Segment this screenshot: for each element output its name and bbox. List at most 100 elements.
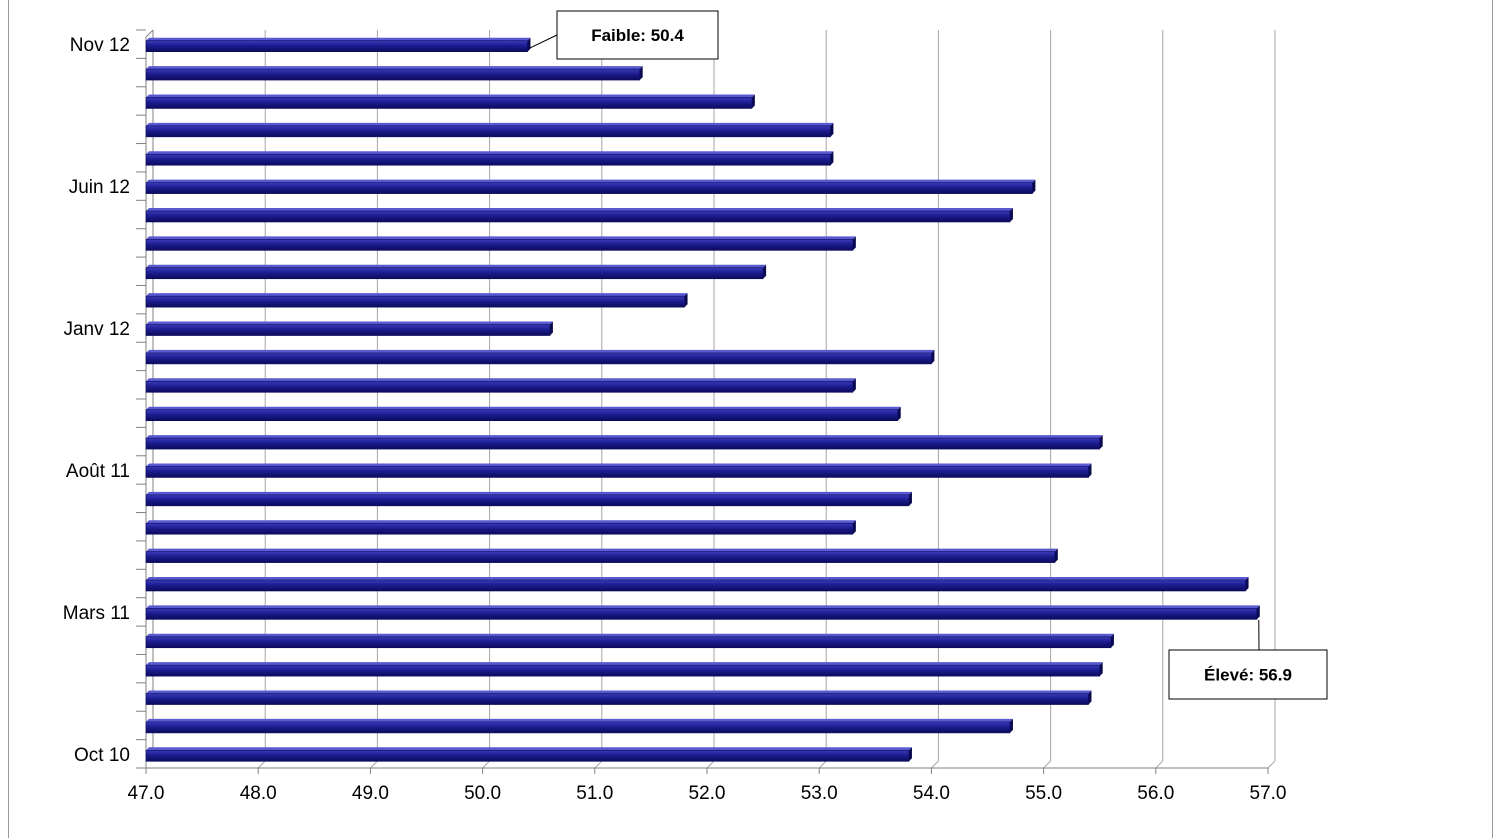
bar <box>145 239 854 251</box>
gridline-floor <box>1043 760 1051 769</box>
bar <box>145 381 854 393</box>
bar-top <box>146 264 767 268</box>
gridline-floor <box>931 760 939 769</box>
bar <box>145 324 551 336</box>
bar-side <box>852 520 856 535</box>
bar-top <box>146 605 1260 609</box>
bar-side <box>1009 718 1013 733</box>
x-tick-label: 47.0 <box>128 783 165 804</box>
y-axis-corner <box>145 29 154 38</box>
bar-side <box>852 378 856 393</box>
bar-side <box>763 264 767 279</box>
bar-side <box>908 747 912 762</box>
bar <box>145 664 1101 677</box>
bar <box>145 409 899 421</box>
bar-side <box>639 66 643 81</box>
y-tick-label: Août 11 <box>66 461 130 482</box>
bar-side <box>1054 548 1058 563</box>
bar-top <box>146 349 935 353</box>
bar-side <box>1088 690 1092 705</box>
bar-top <box>146 321 553 325</box>
gridline-floor <box>370 760 378 769</box>
bar-side <box>1099 662 1103 677</box>
bar-top <box>146 463 1092 467</box>
gridline-floor <box>818 760 827 769</box>
bar <box>145 579 1246 592</box>
bar <box>145 97 753 109</box>
bar <box>145 125 831 138</box>
bar <box>145 352 932 365</box>
x-tick-label: 50.0 <box>464 783 501 804</box>
bar <box>145 494 910 507</box>
bar-top <box>146 491 912 495</box>
gridline-floor <box>706 760 715 769</box>
y-tick-label: Nov 12 <box>70 35 130 56</box>
bar-side <box>1245 577 1249 591</box>
y-tick-labels: Oct 10 Mars 11 Août 11 Janv 12 Juin 12 Nov 12 <box>63 35 130 766</box>
x-tick-label: 55.0 <box>1025 783 1062 804</box>
annotations: Faible: 50.4 Élevé: 56.9 <box>529 10 1328 700</box>
bar-top <box>146 94 755 98</box>
x-tick-label: 51.0 <box>576 783 613 804</box>
bar-top <box>146 293 688 297</box>
x-tick-label: 48.0 <box>240 783 277 804</box>
bars <box>145 37 1260 762</box>
bar-side <box>549 321 553 336</box>
bar-side <box>1032 179 1036 194</box>
y-tick-label: Mars 11 <box>63 603 130 624</box>
gridline-floor <box>482 760 490 769</box>
y-tick-label: Janv 12 <box>63 319 130 340</box>
bar-top <box>146 66 643 70</box>
bar <box>145 153 831 166</box>
bar-top <box>146 378 856 382</box>
callout-label: Élevé: 56.9 <box>1204 666 1292 685</box>
bar <box>145 466 1089 478</box>
x-tick-label: 54.0 <box>913 783 950 804</box>
bar-top <box>146 151 834 155</box>
bar-side <box>852 236 856 251</box>
gridlines <box>257 30 1276 769</box>
gridline-floor <box>1155 760 1164 769</box>
callout-leader <box>529 34 558 49</box>
bar-top <box>146 520 856 524</box>
bar <box>145 210 1011 223</box>
bar-top <box>146 718 1013 722</box>
gridline-floor <box>1267 760 1276 769</box>
bar <box>145 721 1011 734</box>
gridline-floor <box>594 760 603 769</box>
callout-box <box>1168 649 1328 700</box>
bar <box>145 267 764 280</box>
bar-top <box>146 747 912 751</box>
bar-top <box>146 122 834 126</box>
x-tick-label: 53.0 <box>801 783 838 804</box>
bar-side <box>908 491 912 506</box>
bar-top <box>146 208 1013 211</box>
x-tick-label: 49.0 <box>352 783 389 804</box>
bar <box>145 182 1033 194</box>
bar-side <box>751 94 755 109</box>
bar-top <box>146 236 856 240</box>
bar-side <box>1256 605 1260 620</box>
bar-top <box>146 633 1114 637</box>
y-tick-label: Juin 12 <box>69 177 130 198</box>
bar <box>145 295 685 308</box>
bar-side <box>830 151 834 166</box>
bar <box>145 522 854 535</box>
bar <box>145 693 1089 705</box>
bar-side <box>931 349 935 364</box>
bar <box>145 608 1258 620</box>
bar-top <box>146 548 1058 552</box>
x-tick-labels: 47.0 48.0 49.0 50.0 51.0 52.0 53.0 54.0 55.0 56.0… <box>128 783 1287 804</box>
gridline-floor <box>257 760 266 769</box>
bar-side <box>1110 633 1114 648</box>
bar-side <box>1009 208 1013 222</box>
bar-top <box>146 577 1249 580</box>
bar-top <box>146 179 1036 183</box>
x-tick-label: 57.0 <box>1250 783 1287 804</box>
chart-frame <box>8 0 1493 838</box>
y-tick-label: Oct 10 <box>74 745 130 766</box>
bar <box>145 636 1112 649</box>
bar-top <box>146 37 531 41</box>
bar <box>145 40 528 52</box>
